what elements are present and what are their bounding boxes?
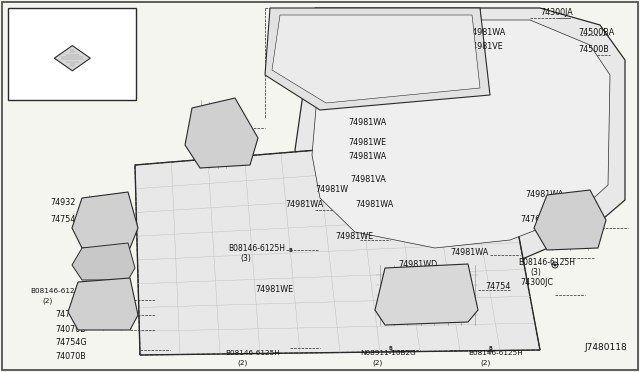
Polygon shape: [68, 278, 138, 330]
Circle shape: [556, 166, 564, 174]
Text: 74761+A: 74761+A: [520, 215, 557, 224]
Text: B08146-6125H: B08146-6125H: [30, 288, 84, 294]
Circle shape: [99, 263, 102, 266]
Circle shape: [559, 169, 561, 171]
Text: B: B: [288, 19, 292, 25]
Circle shape: [506, 36, 514, 44]
Polygon shape: [295, 8, 625, 270]
Circle shape: [189, 248, 191, 251]
Circle shape: [486, 344, 494, 352]
Circle shape: [286, 246, 294, 254]
Text: 74981W: 74981W: [315, 185, 348, 194]
Circle shape: [561, 126, 569, 134]
Text: 74500BA: 74500BA: [578, 28, 614, 37]
Circle shape: [419, 167, 422, 170]
Bar: [8, 8, 136, 100]
Polygon shape: [312, 20, 610, 248]
Polygon shape: [375, 264, 478, 325]
Text: B08146-6125H: B08146-6125H: [518, 258, 575, 267]
Circle shape: [446, 111, 454, 119]
Text: (2): (2): [480, 360, 490, 366]
Text: 74300JA: 74300JA: [540, 8, 573, 17]
Circle shape: [446, 18, 454, 26]
Text: 74981VE: 74981VE: [467, 42, 503, 51]
Circle shape: [386, 344, 394, 352]
Text: B: B: [388, 346, 392, 350]
Text: 74981WA: 74981WA: [450, 248, 488, 257]
Circle shape: [358, 161, 366, 169]
Circle shape: [552, 262, 558, 268]
Text: 74500B: 74500B: [578, 45, 609, 54]
Polygon shape: [72, 243, 135, 280]
Text: (3): (3): [240, 254, 251, 263]
Polygon shape: [265, 8, 490, 110]
Text: 74981VA: 74981VA: [350, 175, 386, 184]
Text: (2): (2): [237, 360, 247, 366]
Text: B08146-6125H: B08146-6125H: [228, 244, 285, 253]
Text: B08146-6125H: B08146-6125H: [225, 350, 280, 356]
Text: 74754: 74754: [485, 282, 510, 291]
Text: 74981WA: 74981WA: [348, 152, 387, 161]
Text: 74070B: 74070B: [55, 352, 86, 361]
Text: 74981WD: 74981WD: [398, 260, 437, 269]
Polygon shape: [54, 46, 90, 71]
Circle shape: [276, 307, 280, 310]
Circle shape: [378, 121, 381, 124]
Circle shape: [509, 38, 511, 42]
Text: (2): (2): [372, 360, 382, 366]
Polygon shape: [272, 15, 480, 103]
Text: (3): (3): [530, 268, 541, 277]
Text: 74981WA: 74981WA: [285, 200, 323, 209]
Text: (2): (2): [42, 298, 52, 305]
Text: 74981WA: 74981WA: [348, 118, 387, 127]
Polygon shape: [185, 98, 258, 168]
Text: 74300JC: 74300JC: [520, 278, 553, 287]
Text: 74070B: 74070B: [55, 325, 86, 334]
Circle shape: [554, 237, 557, 240]
Text: 74754G: 74754G: [55, 338, 86, 347]
Circle shape: [449, 113, 451, 116]
Text: B08146-6125H: B08146-6125H: [468, 350, 523, 356]
Text: 74981WE: 74981WE: [335, 232, 373, 241]
Circle shape: [554, 78, 557, 81]
Text: 74981WE: 74981WE: [348, 138, 386, 147]
Circle shape: [416, 164, 424, 172]
Text: 74761: 74761: [218, 118, 243, 127]
Circle shape: [275, 305, 281, 311]
Circle shape: [97, 262, 103, 268]
Polygon shape: [135, 135, 540, 355]
Text: 74981WE: 74981WE: [255, 285, 293, 294]
Circle shape: [449, 20, 451, 23]
Text: J7480118: J7480118: [584, 343, 627, 352]
Circle shape: [360, 164, 364, 167]
Text: 74981WA: 74981WA: [355, 200, 393, 209]
Text: N08911-10B2G: N08911-10B2G: [360, 350, 416, 356]
Circle shape: [374, 38, 382, 46]
Circle shape: [328, 109, 332, 112]
Text: 74754N: 74754N: [55, 310, 86, 319]
Circle shape: [376, 118, 384, 126]
Text: INSULATOR FUSIBLE: INSULATOR FUSIBLE: [20, 13, 125, 23]
Polygon shape: [72, 192, 138, 248]
Text: B: B: [288, 247, 292, 253]
Text: 74882R: 74882R: [54, 84, 91, 94]
Text: 74981WA: 74981WA: [525, 190, 563, 199]
Text: 74754A: 74754A: [50, 215, 81, 224]
Circle shape: [286, 18, 294, 26]
Circle shape: [326, 106, 334, 114]
Circle shape: [553, 235, 559, 241]
Text: 74981WA: 74981WA: [467, 28, 505, 37]
Circle shape: [376, 41, 380, 44]
Circle shape: [563, 128, 566, 131]
Circle shape: [552, 76, 560, 84]
Circle shape: [554, 263, 557, 266]
Text: B: B: [488, 346, 492, 350]
Circle shape: [187, 247, 193, 253]
Text: 74932: 74932: [50, 198, 76, 207]
Polygon shape: [534, 190, 606, 250]
